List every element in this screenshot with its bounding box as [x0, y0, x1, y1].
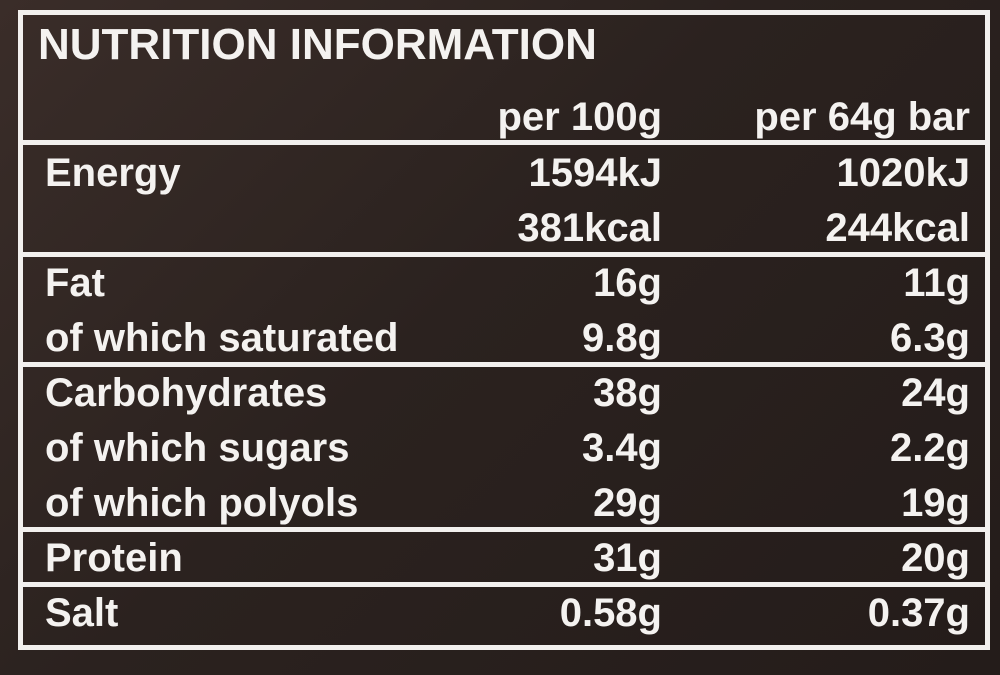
column-header: per 64g bar	[754, 95, 970, 139]
section-rule	[18, 582, 990, 587]
section-rule	[18, 252, 990, 257]
column-header: per 100g	[497, 95, 662, 139]
row-label: of which polyols	[45, 481, 359, 525]
nutrient-value: 11g	[903, 261, 970, 305]
section-rule	[18, 527, 990, 532]
nutrient-value: 16g	[593, 261, 662, 305]
row-label: Salt	[45, 591, 119, 635]
nutrient-value: 9.8g	[581, 316, 662, 360]
nutrient-value: 0.37g	[867, 591, 970, 635]
nutrient-value: 3.4g	[581, 426, 662, 470]
row-label: of which sugars	[45, 426, 350, 470]
section-rule	[18, 140, 990, 145]
nutrient-value: 381kcal	[517, 206, 662, 250]
nutrient-value: 31g	[593, 536, 662, 580]
nutrient-value: 19g	[901, 481, 970, 525]
nutrient-value: 1594kJ	[528, 151, 662, 195]
nutrient-value: 244kcal	[825, 206, 970, 250]
title: NUTRITION INFORMATION	[38, 20, 597, 69]
nutrient-value: 20g	[901, 536, 970, 580]
row-label: of which saturated	[45, 316, 399, 360]
row-label: Energy	[45, 151, 181, 195]
nutrient-value: 38g	[593, 371, 662, 415]
nutrient-value: 0.58g	[559, 591, 662, 635]
nutrient-value: 6.3g	[889, 316, 970, 360]
nutrient-value: 29g	[593, 481, 662, 525]
nutrient-value: 24g	[901, 371, 970, 415]
row-label: Carbohydrates	[45, 371, 328, 415]
nutrient-value: 2.2g	[889, 426, 970, 470]
section-rule	[18, 362, 990, 367]
row-label: Fat	[45, 261, 105, 305]
nutrient-value: 1020kJ	[836, 151, 970, 195]
row-label: Protein	[45, 536, 183, 580]
table-border	[18, 10, 990, 650]
